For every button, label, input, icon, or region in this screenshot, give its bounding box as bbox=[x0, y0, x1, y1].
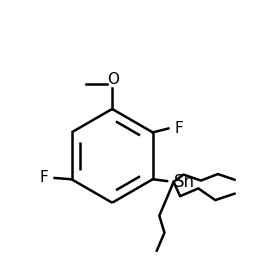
Text: F: F bbox=[174, 121, 183, 136]
Text: F: F bbox=[40, 170, 49, 185]
Text: Sn: Sn bbox=[174, 173, 195, 191]
Text: O: O bbox=[107, 72, 119, 87]
